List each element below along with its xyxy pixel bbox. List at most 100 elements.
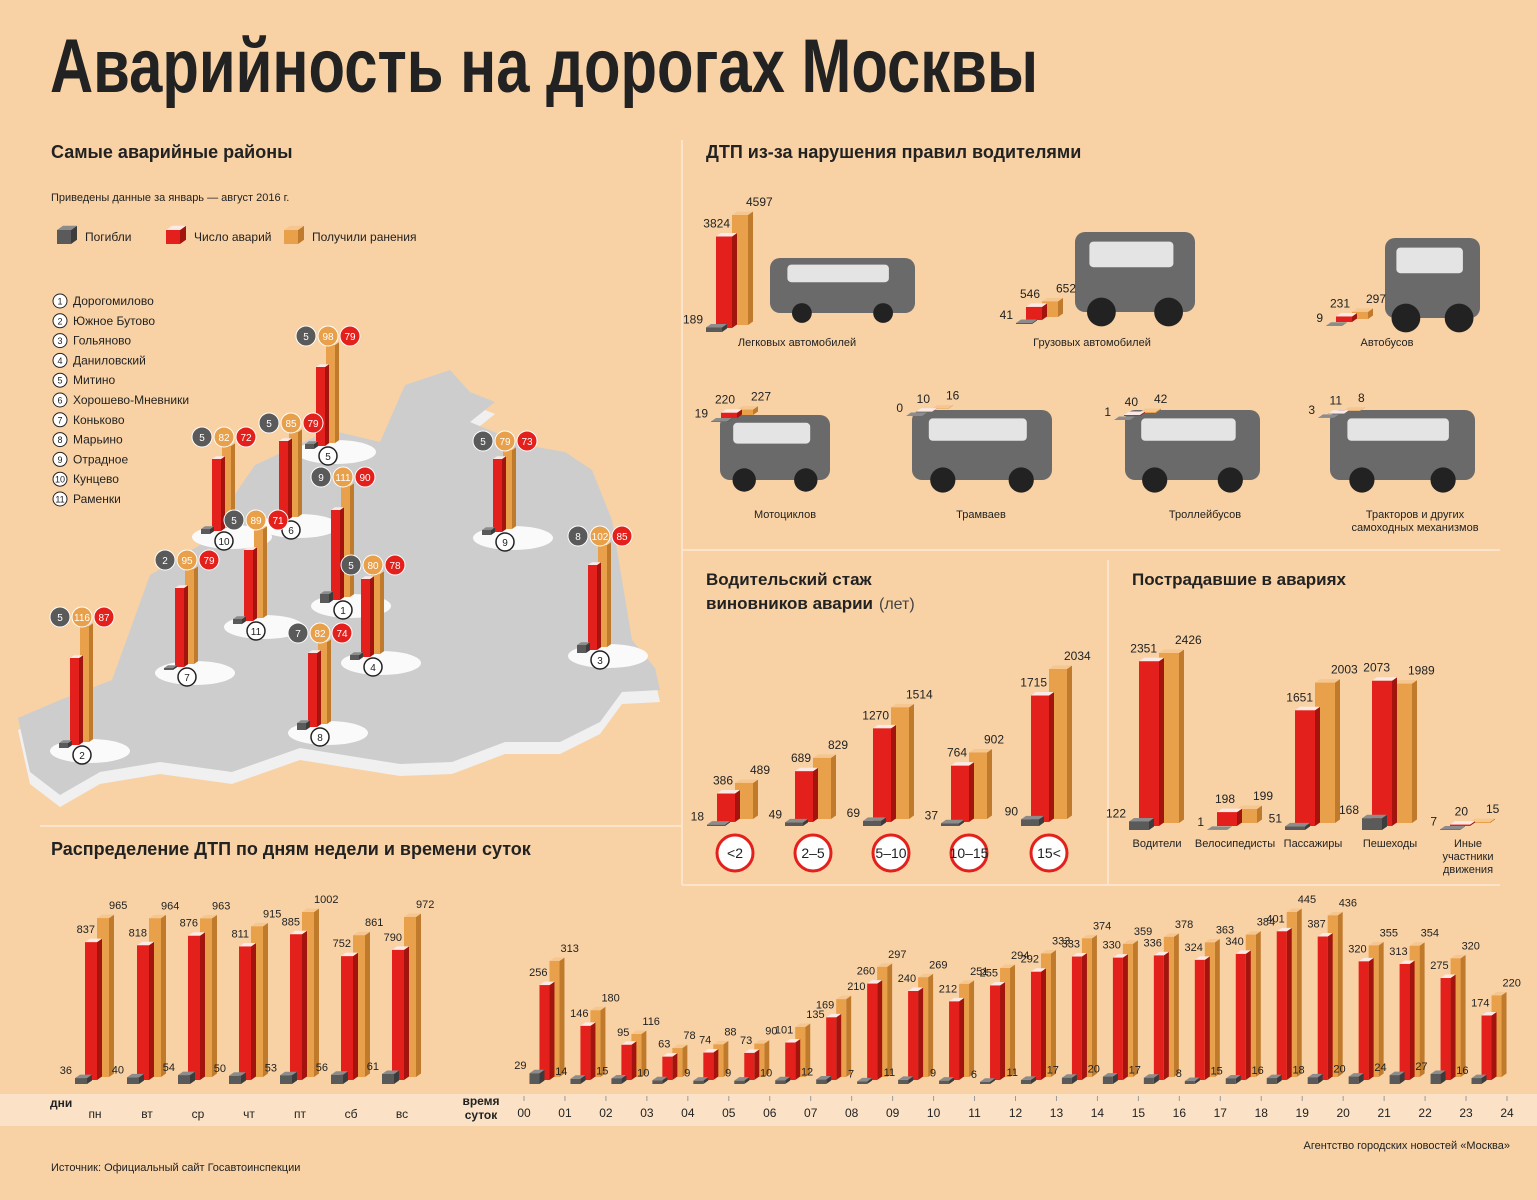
category-label: Пешеходы xyxy=(1363,838,1417,850)
bar-side xyxy=(1112,1073,1118,1084)
bar-side xyxy=(918,987,924,1080)
bar-side xyxy=(314,908,319,1077)
bar-top xyxy=(320,591,333,594)
value-label: 61 xyxy=(367,1061,379,1073)
bar-top xyxy=(1129,817,1154,822)
bar-side xyxy=(343,1071,348,1084)
vehicle-wheel xyxy=(1217,467,1243,493)
bar xyxy=(939,1080,950,1084)
source: Источник: Официальный сайт Госавтоинспек… xyxy=(51,1162,300,1174)
vehicle-wheel xyxy=(1008,467,1034,493)
bar xyxy=(1026,306,1042,320)
section-title: Пострадавшие в авариях xyxy=(1132,570,1347,589)
bar-side xyxy=(1071,1074,1077,1084)
vehicle-window xyxy=(1089,241,1174,268)
bar-side xyxy=(744,1077,750,1084)
bar xyxy=(308,653,317,727)
bar-side xyxy=(263,526,267,618)
value-label: 231 xyxy=(1330,296,1350,310)
bar-side xyxy=(1227,826,1232,830)
value-label: 9 xyxy=(725,1068,731,1080)
bar-side xyxy=(703,1077,709,1084)
bar-top xyxy=(836,995,852,1000)
bar-side xyxy=(1039,815,1044,826)
bar xyxy=(1061,1077,1072,1084)
district-number: 3 xyxy=(597,656,603,667)
value-label: 111 xyxy=(335,473,351,484)
value-label: 8 xyxy=(575,532,581,543)
bar-top xyxy=(918,973,934,978)
bar-top xyxy=(867,980,883,984)
district-marker xyxy=(246,621,266,641)
district-marker xyxy=(363,657,383,677)
value-label: 89 xyxy=(250,516,262,527)
category-label: Мотоциклов xyxy=(754,509,816,521)
bar-side xyxy=(836,1013,842,1080)
bar-side xyxy=(212,914,217,1077)
vehicle-window xyxy=(928,418,1027,441)
bar xyxy=(1129,821,1149,830)
bar-top xyxy=(1286,908,1302,912)
bar xyxy=(721,412,737,418)
bar xyxy=(1276,931,1287,1080)
bar xyxy=(361,579,370,657)
value-label: 275 xyxy=(1430,960,1448,972)
bar-side xyxy=(173,665,177,670)
bar-top xyxy=(57,225,77,230)
value-badge xyxy=(235,426,257,448)
x-tick-label: 01 xyxy=(558,1106,572,1120)
x-tick-label: 09 xyxy=(886,1106,900,1120)
value-label: 256 xyxy=(529,967,547,979)
bar-side xyxy=(1156,408,1161,413)
value-badge xyxy=(309,622,331,644)
x-tick-label: 23 xyxy=(1459,1106,1473,1120)
value-label: 20 xyxy=(1455,805,1469,819)
bar-side xyxy=(672,1053,678,1080)
bar-top xyxy=(1194,956,1210,960)
bar-side xyxy=(184,585,188,667)
bar-side xyxy=(959,997,965,1080)
value-label: 255 xyxy=(980,967,998,979)
value-badge xyxy=(295,325,317,347)
bar xyxy=(707,824,725,826)
bar xyxy=(341,956,353,1080)
bar-top xyxy=(1399,960,1415,964)
bar xyxy=(1307,1077,1318,1084)
bar-top xyxy=(1140,408,1161,412)
value-label: 10 xyxy=(637,1067,649,1079)
bar-top xyxy=(404,913,421,917)
category-label: Трамваев xyxy=(956,509,1006,521)
bar-top xyxy=(1163,933,1179,937)
axis-label: время суток xyxy=(462,1094,499,1122)
bar-side xyxy=(314,441,318,449)
bar-top xyxy=(1348,1073,1364,1077)
value-label: 11 xyxy=(1330,394,1343,408)
bar-side xyxy=(1237,808,1242,826)
bar xyxy=(331,1074,343,1084)
bar xyxy=(1016,323,1032,324)
title: Аварийность на дорогах Москвы xyxy=(50,24,1038,109)
bar-side xyxy=(302,930,307,1080)
value-badge xyxy=(176,549,198,571)
bar-side xyxy=(1030,1076,1036,1084)
vehicle-wheel xyxy=(1142,467,1168,493)
x-tick-label: 05 xyxy=(722,1106,736,1120)
bar-top xyxy=(1061,1074,1077,1078)
value-label: 333 xyxy=(1062,939,1080,951)
x-tick-label: 22 xyxy=(1418,1106,1432,1120)
bar-side xyxy=(394,1070,399,1084)
bar-side xyxy=(340,507,344,600)
bar-top xyxy=(1358,957,1374,962)
x-tick-label: 11 xyxy=(968,1106,981,1120)
value-badge xyxy=(213,426,235,448)
value-label: 313 xyxy=(1389,946,1407,958)
bar-top xyxy=(707,821,730,825)
value-label: 330 xyxy=(1103,940,1121,952)
value-label: 269 xyxy=(929,959,947,971)
value-label: 9 xyxy=(1316,311,1323,325)
value-label: 69 xyxy=(847,806,861,820)
value-label: 80 xyxy=(367,561,379,572)
value-label: 2003 xyxy=(1331,663,1358,677)
bar-top xyxy=(1276,927,1292,932)
